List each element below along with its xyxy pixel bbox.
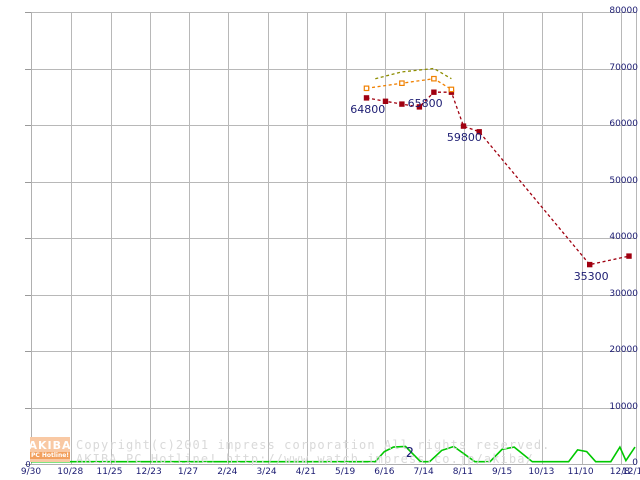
x-axis-tick-label: 12/8 [609, 467, 630, 477]
x-axis-tick-label: 11/25 [96, 467, 123, 477]
akiba-logo-title: AKIBA [28, 439, 72, 452]
y-axis-tick-mark [25, 238, 31, 239]
x-axis-tick-label: 11/10 [567, 467, 594, 477]
x-axis-tick-label: 12/15 [622, 467, 640, 477]
series-line-series-dark-red [366, 91, 630, 266]
gridline-vertical [267, 12, 269, 464]
gridline-vertical [636, 12, 637, 464]
data-point-marker [460, 123, 467, 129]
x-axis-tick-label: 10/13 [528, 467, 555, 477]
x-axis-tick-label: 12/23 [135, 467, 162, 477]
x-axis-line [31, 464, 635, 465]
y-axis-tick-label: 0 [632, 458, 638, 468]
gridline-vertical [306, 12, 308, 464]
gridline-vertical [228, 12, 230, 464]
gridline-vertical [542, 12, 544, 464]
gridline-horizontal [32, 407, 635, 409]
gridline-horizontal [32, 68, 635, 70]
series-line-series-green-baseline [31, 445, 636, 463]
y-axis-tick-mark [25, 351, 31, 352]
gridline-vertical [346, 12, 348, 464]
gridline-vertical [581, 12, 583, 464]
x-axis-tick-label: 8/11 [452, 467, 473, 477]
data-point-marker [587, 261, 593, 268]
x-axis-tick-label: 7/14 [413, 467, 434, 477]
x-axis-tick-label: 2/24 [217, 467, 238, 477]
data-point-marker [399, 101, 405, 107]
data-point-marker [431, 89, 437, 95]
gridline-horizontal [32, 181, 635, 183]
data-point-marker [476, 129, 482, 135]
x-axis-tick-label: 10/28 [57, 467, 84, 477]
data-point-value-label: 35300 [573, 269, 609, 283]
y-axis-tick-label: 40000 [609, 232, 638, 242]
gridline-horizontal [32, 238, 635, 239]
y-axis-tick-label: 20000 [609, 345, 638, 355]
data-point-marker [448, 86, 455, 93]
gridline-vertical [149, 12, 151, 464]
y-axis-tick-mark [25, 12, 31, 13]
akiba-logo-subtitle: PC Hotline! [30, 452, 70, 459]
x-axis-tick-label: 4/21 [295, 467, 316, 477]
data-point-marker [363, 95, 370, 101]
gridline-vertical [424, 12, 426, 464]
gridline-horizontal [32, 351, 635, 352]
x-axis-tick-label: 9/15 [492, 467, 513, 477]
x-axis-tick-label: 1/27 [177, 467, 199, 477]
y-axis-tick-label: 50000 [609, 175, 638, 186]
x-axis-tick-label: 3/24 [256, 467, 277, 477]
y-axis-tick-mark [25, 407, 31, 409]
x-axis-tick-label: 9/30 [20, 467, 42, 477]
data-point-value-label: 2 [405, 445, 414, 461]
gridline-vertical [463, 12, 465, 464]
y-axis-tick-mark [25, 294, 31, 296]
y-axis-tick-label: 10000 [609, 401, 638, 412]
data-point-marker [416, 104, 423, 110]
origin-zero-label: 0 [25, 460, 31, 469]
gridline-vertical [620, 12, 622, 464]
akiba-logo: AKIBA PC Hotline! [28, 437, 72, 462]
data-point-marker [431, 75, 437, 82]
y-axis-tick-mark [25, 125, 31, 126]
gridline-vertical [189, 12, 191, 464]
x-axis-tick-label: 5/19 [334, 467, 356, 477]
series-line-series-orange [366, 78, 452, 90]
y-axis-tick-label: 30000 [609, 288, 638, 299]
gridline-vertical [110, 12, 112, 464]
data-point-marker [382, 98, 389, 104]
gridline-vertical [71, 12, 73, 464]
y-axis-tick-label: 80000 [609, 6, 638, 16]
gridline-vertical [503, 12, 505, 464]
y-axis-tick-mark [25, 464, 31, 465]
series-line-series-olive [375, 67, 452, 80]
source-url-text: AKIBA PC Hotline! http://www.watch.impre… [76, 452, 534, 466]
gridline-horizontal [32, 12, 635, 13]
y-axis-tick-mark [25, 181, 31, 183]
gridline-horizontal [32, 294, 635, 296]
gridline-horizontal [32, 125, 635, 126]
y-axis-tick-mark [25, 68, 31, 70]
plot-area [31, 12, 637, 465]
data-point-value-label: 59800 [446, 131, 482, 145]
y-axis-tick-label: 60000 [609, 119, 638, 129]
data-point-marker [399, 80, 405, 87]
copyright-text: Copyright(c)2001 impress corporation All… [76, 438, 551, 452]
y-axis-tick-label: 70000 [609, 62, 638, 73]
data-point-marker [626, 253, 632, 259]
data-point-marker [363, 85, 370, 92]
data-point-value-label: 64800 [350, 102, 386, 116]
gridline-vertical [385, 12, 387, 464]
x-axis-tick-label: 6/16 [374, 467, 395, 477]
data-point-value-label: 65800 [407, 97, 443, 111]
